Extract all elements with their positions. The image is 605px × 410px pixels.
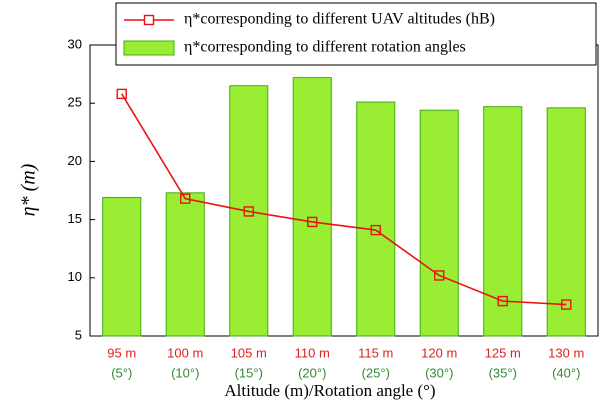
marker [497, 295, 508, 307]
marker [561, 299, 572, 310]
marker [307, 216, 318, 228]
line [121, 93, 567, 306]
x-tick-label: 100 m [167, 345, 203, 360]
legend-box [115, 2, 597, 66]
bar [356, 101, 396, 337]
legend-label: η*corresponding to different rotation an… [184, 39, 466, 56]
marker [180, 193, 191, 204]
marker [243, 206, 254, 217]
x-tick-label: 110 m [295, 345, 330, 360]
bar [292, 77, 332, 337]
y-tick-label: 25 [68, 95, 82, 110]
legend-marker [143, 14, 155, 26]
y-tick-label: 15 [68, 211, 82, 226]
y-tick-label: 30 [68, 36, 82, 51]
x-tick-label: 95 m [107, 345, 136, 360]
x-tick-sublabel: (15°) [235, 365, 263, 380]
x-tick-label: 130 m [548, 345, 584, 360]
marker [434, 270, 445, 281]
x-tick-label: 125 m [485, 345, 521, 360]
y-tick-label: 5 [75, 327, 82, 342]
legend-swatch [123, 40, 175, 56]
x-tick-label: 120 m [421, 345, 457, 360]
x-tick-sublabel: (35°) [489, 365, 517, 380]
bar [483, 106, 523, 337]
marker [116, 88, 127, 100]
marker [370, 224, 381, 236]
y-axis-label: η* (m) [18, 163, 40, 216]
bar [165, 192, 205, 337]
bar [546, 107, 586, 337]
x-tick-label: 105 m [231, 345, 267, 360]
x-tick-sublabel: (5°) [111, 365, 132, 380]
x-tick-sublabel: (40°) [552, 365, 580, 380]
y-tick-label: 10 [68, 269, 82, 284]
x-axis-label: Altitude (m)/Rotation angle (°) [224, 381, 435, 400]
bar [102, 196, 142, 337]
x-tick-sublabel: (10°) [171, 365, 199, 380]
legend-label: η*corresponding to different UAV altitud… [184, 11, 495, 28]
x-tick-sublabel: (30°) [425, 365, 453, 380]
x-tick-sublabel: (25°) [362, 365, 390, 380]
y-tick-label: 20 [68, 153, 82, 168]
x-tick-sublabel: (20°) [298, 365, 326, 380]
x-tick-label: 115 m [358, 345, 393, 360]
bar [419, 109, 459, 337]
